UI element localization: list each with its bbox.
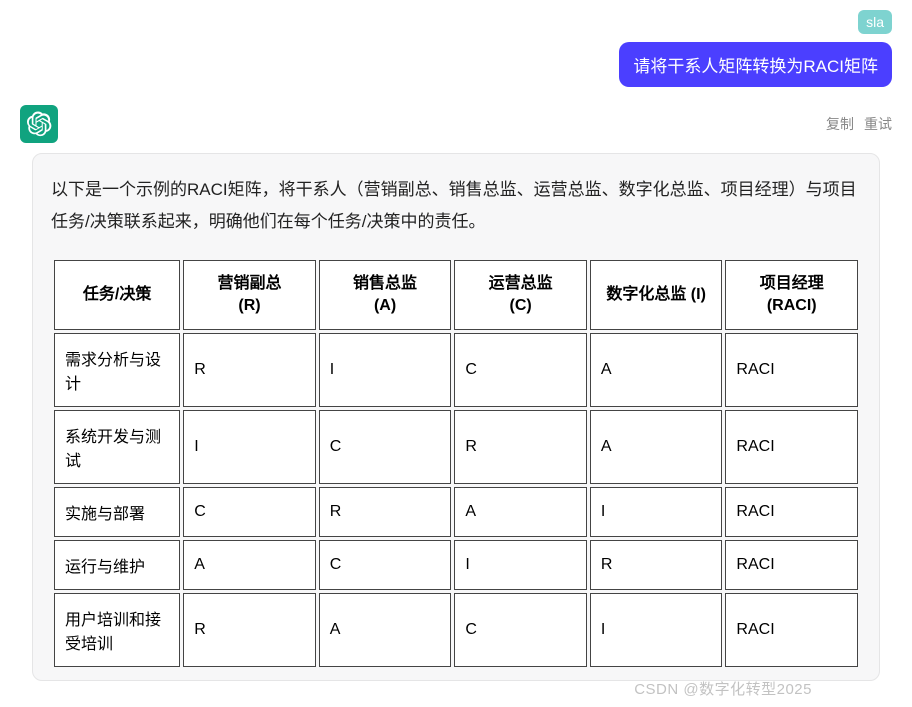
table-row: 用户培训和接受培训RACIRACI bbox=[54, 593, 858, 667]
task-cell: 实施与部署 bbox=[54, 487, 180, 537]
table-row: 需求分析与设计RICARACI bbox=[54, 333, 858, 407]
col-role-header: 销售总监 (A) bbox=[319, 260, 452, 331]
raci-cell: RACI bbox=[725, 593, 858, 667]
col-role-header: 运营总监 (C) bbox=[454, 260, 587, 331]
raci-cell: C bbox=[183, 487, 316, 537]
assistant-message-card: 以下是一个示例的RACI矩阵，将干系人（营销副总、销售总监、运营总监、数字化总监… bbox=[32, 153, 880, 681]
raci-table: 任务/决策营销副总 (R)销售总监 (A)运营总监 (C)数字化总监 (I)项目… bbox=[51, 257, 861, 671]
raci-cell: I bbox=[319, 333, 452, 407]
raci-cell: RACI bbox=[725, 410, 858, 484]
task-cell: 系统开发与测试 bbox=[54, 410, 180, 484]
raci-cell: R bbox=[183, 333, 316, 407]
task-cell: 用户培训和接受培训 bbox=[54, 593, 180, 667]
raci-cell: C bbox=[319, 540, 452, 590]
raci-cell: I bbox=[590, 487, 723, 537]
raci-cell: A bbox=[454, 487, 587, 537]
table-row: 系统开发与测试ICRARACI bbox=[54, 410, 858, 484]
raci-cell: RACI bbox=[725, 487, 858, 537]
copy-button[interactable]: 复制 bbox=[826, 114, 854, 134]
col-task-header: 任务/决策 bbox=[54, 260, 180, 331]
col-role-header: 数字化总监 (I) bbox=[590, 260, 723, 331]
task-cell: 运行与维护 bbox=[54, 540, 180, 590]
raci-cell: I bbox=[183, 410, 316, 484]
raci-cell: C bbox=[319, 410, 452, 484]
task-cell: 需求分析与设计 bbox=[54, 333, 180, 407]
raci-cell: R bbox=[454, 410, 587, 484]
table-row: 实施与部署CRAIRACI bbox=[54, 487, 858, 537]
raci-cell: A bbox=[319, 593, 452, 667]
raci-cell: R bbox=[590, 540, 723, 590]
raci-cell: RACI bbox=[725, 540, 858, 590]
raci-cell: A bbox=[590, 333, 723, 407]
raci-cell: C bbox=[454, 593, 587, 667]
raci-cell: R bbox=[183, 593, 316, 667]
user-message-bubble: 请将干系人矩阵转换为RACI矩阵 bbox=[619, 42, 892, 87]
intro-paragraph: 以下是一个示例的RACI矩阵，将干系人（营销副总、销售总监、运营总监、数字化总监… bbox=[51, 174, 861, 239]
retry-button[interactable]: 重试 bbox=[864, 114, 892, 134]
user-avatar-badge: sla bbox=[858, 10, 892, 34]
raci-cell: I bbox=[590, 593, 723, 667]
raci-cell: C bbox=[454, 333, 587, 407]
raci-cell: A bbox=[183, 540, 316, 590]
table-row: 运行与维护ACIRRACI bbox=[54, 540, 858, 590]
chatgpt-icon bbox=[20, 105, 58, 143]
raci-cell: RACI bbox=[725, 333, 858, 407]
col-role-header: 项目经理 (RACI) bbox=[725, 260, 858, 331]
raci-cell: R bbox=[319, 487, 452, 537]
raci-cell: I bbox=[454, 540, 587, 590]
raci-cell: A bbox=[590, 410, 723, 484]
col-role-header: 营销副总 (R) bbox=[183, 260, 316, 331]
